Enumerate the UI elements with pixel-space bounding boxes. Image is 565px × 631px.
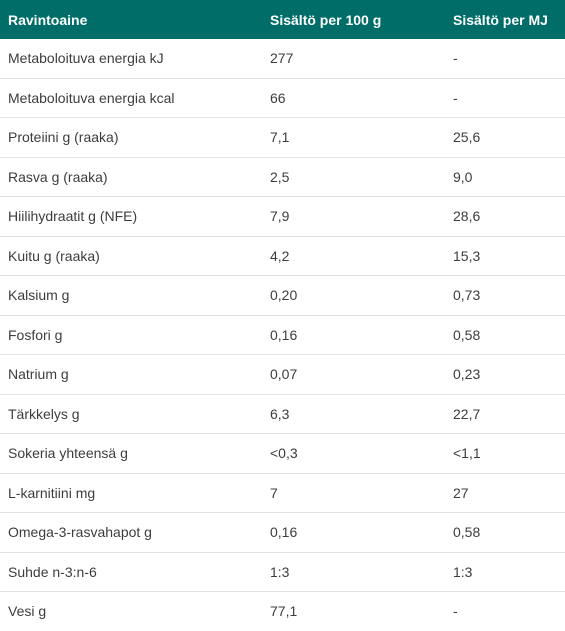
cell-nutrient: Tärkkelys g xyxy=(0,394,262,434)
cell-per-100g: 7,1 xyxy=(262,117,445,158)
table-row: Fosfori g 0,16 0,58 xyxy=(0,315,565,355)
cell-per-mj: <1,1 xyxy=(445,433,565,474)
cell-nutrient: Omega-3-rasvahapot g xyxy=(0,512,262,553)
cell-per-100g: 77,1 xyxy=(270,603,298,620)
cell-per-100g: 0,07 xyxy=(262,354,445,395)
cell-per-mj: 25,6 xyxy=(445,117,565,158)
cell-nutrient: Metaboloituva energia kcal xyxy=(0,78,262,118)
table-row: Natrium g 0,07 0,23 xyxy=(0,354,565,395)
table-row: L-karnitiini mg 7 27 xyxy=(0,473,565,513)
cell-per-100g: 277 xyxy=(262,39,445,79)
cell-per-100g: 0,16 xyxy=(262,315,445,355)
cell-per-100g: 6,3 xyxy=(262,394,445,434)
cell-per-100g: 1:3 xyxy=(262,552,445,592)
cell-nutrient: Rasva g (raaka) xyxy=(0,157,262,197)
table-row: Proteiini g (raaka) 7,1 25,6 xyxy=(0,117,565,158)
cell-nutrient: Kalsium g xyxy=(0,275,262,316)
table-row: Metaboloituva energia kJ 277- xyxy=(0,39,565,79)
header-per-mj: Sisältö per MJ xyxy=(445,0,565,39)
table-row: Tärkkelys g 6,3 22,7 xyxy=(0,394,565,434)
cell-per-mj: 0,73 xyxy=(445,275,565,316)
cell-per-mj: 27 xyxy=(445,473,565,513)
cell-nutrient: Vesi g xyxy=(8,603,47,620)
table-row: Kalsium g 0,20 0,73 xyxy=(0,275,565,316)
cell-nutrient: Suhde n-3:n-6 xyxy=(0,552,262,592)
table-row: Sokeria yhteensä g <0,3 <1,1 xyxy=(0,433,565,474)
table-body: Metaboloituva energia kJ 277- Metaboloituv… xyxy=(0,39,565,631)
cell-per-100g: 66 xyxy=(262,78,445,118)
cell-nutrient: Proteiini g (raaka) xyxy=(0,117,262,158)
cell-per-100g: <0,3 xyxy=(262,433,445,474)
cell-per-mj: 0,58 xyxy=(445,315,565,355)
table-row: Vesi g 77,1 - xyxy=(0,592,565,631)
table-row: Omega-3-rasvahapot g 0,16 0,58 xyxy=(0,512,565,553)
cell-per-100g: 7,9 xyxy=(262,196,445,237)
cell-per-mj: 22,7 xyxy=(445,394,565,434)
cell-per-mj: 28,6 xyxy=(445,196,565,237)
table-row: Metaboloituva energia kcal 66- xyxy=(0,78,565,118)
cell-nutrient: Fosfori g xyxy=(0,315,262,355)
cell-per-mj: 15,3 xyxy=(445,236,565,276)
cell-per-100g: 7 xyxy=(262,473,445,513)
cell-per-100g: 4,2 xyxy=(262,236,445,276)
cell-per-100g: 0,16 xyxy=(262,512,445,553)
cell-nutrient: Sokeria yhteensä g xyxy=(0,433,262,474)
header-per-100g: Sisältö per 100 g xyxy=(262,0,445,39)
header-nutrient: Ravintoaine xyxy=(0,0,262,39)
table-row: Hiilihydraatit g (NFE) 7,9 28,6 xyxy=(0,196,565,237)
table-row: Kuitu g (raaka) 4,2 15,3 xyxy=(0,236,565,276)
cell-nutrient: Metaboloituva energia kJ xyxy=(0,39,262,79)
cell-per-mj: - xyxy=(453,603,458,620)
header-row: Ravintoaine Sisältö per 100 g Sisältö pe… xyxy=(0,0,565,39)
cell-per-100g: 2,5 xyxy=(262,157,445,197)
cell-nutrient: Kuitu g (raaka) xyxy=(0,236,262,276)
table-header: Ravintoaine Sisältö per 100 g Sisältö pe… xyxy=(0,0,565,39)
cell-nutrient: Hiilihydraatit g (NFE) xyxy=(0,196,262,237)
cell-nutrient: Natrium g xyxy=(0,354,262,395)
table-row: Rasva g (raaka) 2,5 9,0 xyxy=(0,157,565,197)
cell-per-mj: - xyxy=(445,78,565,118)
cell-per-mj: - xyxy=(445,39,565,79)
cell-per-mj: 0,23 xyxy=(445,354,565,395)
cell-per-mj: 9,0 xyxy=(445,157,565,197)
cell-per-mj: 1:3 xyxy=(445,552,565,592)
cell-nutrient: L-karnitiini mg xyxy=(0,473,262,513)
table-row: Suhde n-3:n-6 1:3 1:3 xyxy=(0,552,565,592)
cell-per-mj: 0,58 xyxy=(445,512,565,553)
cell-per-100g: 0,20 xyxy=(262,275,445,316)
